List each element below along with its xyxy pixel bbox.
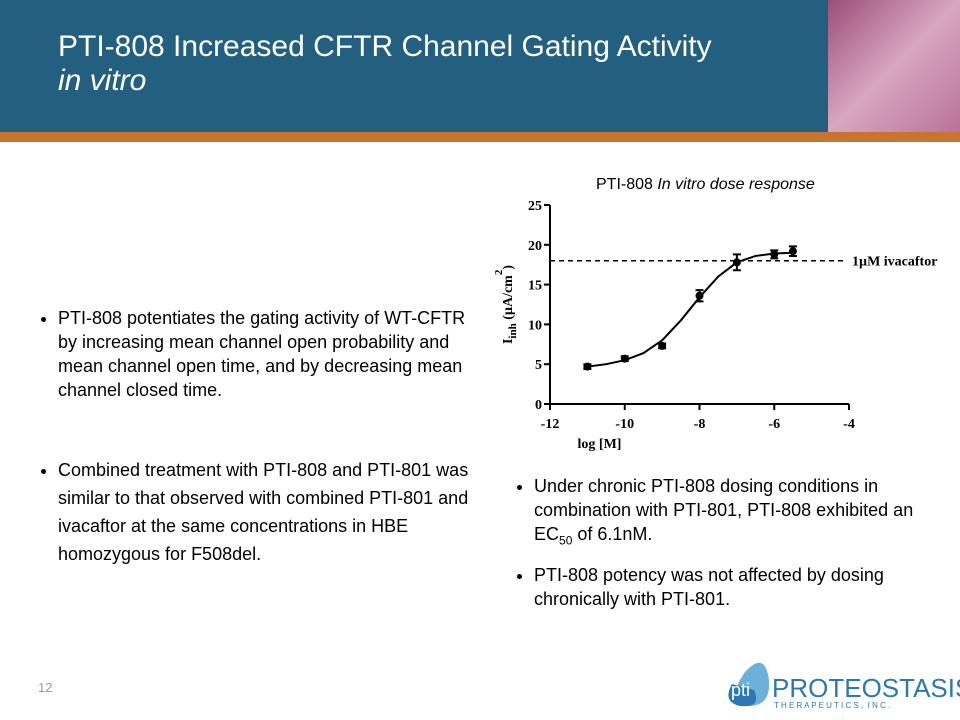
- data-point: [620, 354, 629, 363]
- data-point: [658, 341, 667, 350]
- chart: 0 5 10 15 20 25 -12 -10 -8 -6 -4 log [M] Iinh (µA/cm…: [493, 199, 937, 452]
- bullet: PTI-808 potentiates the gating activity …: [58, 306, 478, 402]
- subscript: 50: [559, 533, 573, 548]
- title: PTI-808 Increased CFTR Channel Gating Ac…: [58, 30, 712, 98]
- title-text: PTI-808 Increased CFTR Channel Gating Ac…: [58, 30, 712, 63]
- title-subtitle: in vitro: [58, 64, 147, 97]
- y-axis-label-part: I: [501, 339, 516, 344]
- bullet: Combined treatment with PTI-808 and PTI-…: [58, 456, 478, 568]
- fit-curve: [587, 251, 793, 368]
- header-image: [828, 0, 960, 132]
- x-tick-label: -8: [694, 417, 706, 432]
- chart-title-text: In vitro dose response: [657, 176, 815, 193]
- y-axis-label-part: 2: [493, 269, 505, 275]
- x-tick-label: -4: [843, 417, 855, 432]
- y-tick-label: 5: [535, 358, 542, 373]
- x-tick-label: -12: [541, 417, 560, 432]
- logo-icon: [728, 662, 770, 707]
- bullet-text: of 6.1nM.: [572, 524, 653, 544]
- right-bullets: Under chronic PTI-808 dosing conditions …: [512, 474, 954, 611]
- logo-mark: pti: [731, 680, 751, 700]
- x-tick-label: -6: [768, 417, 780, 432]
- data-point: [583, 362, 592, 371]
- data-point: [695, 291, 704, 300]
- x-axis-label: log [M]: [578, 437, 622, 452]
- y-tick-label: 15: [528, 279, 542, 294]
- data-point: [732, 258, 741, 267]
- page-number: 12: [38, 680, 53, 695]
- y-tick-label: 20: [528, 239, 542, 254]
- chart-title: PTI-808 In vitro dose response: [596, 176, 815, 194]
- logo-name: PROTEOSTASIS: [772, 673, 960, 703]
- data-point: [770, 250, 779, 259]
- chart-title-text: PTI-808: [596, 176, 658, 193]
- reference-label: 1µM ivacaftor: [852, 255, 937, 270]
- y-tick-label: 25: [528, 199, 542, 214]
- bullet-text: Under chronic PTI-808 dosing conditions …: [534, 476, 914, 544]
- bullet-text: PTI-808 potency was not affected by dosi…: [534, 564, 884, 609]
- y-tick-label: 10: [528, 318, 542, 333]
- data-point: [788, 247, 797, 256]
- logo-tagline: T H E R A P E U T I C S , I N C .: [774, 701, 891, 710]
- left-bullets: PTI-808 potentiates the gating activity …: [36, 306, 478, 568]
- header-rule: [0, 132, 960, 142]
- y-axis-label-part: inh: [507, 323, 519, 338]
- y-axis-label: Iinh (µA/cm2): [493, 265, 519, 344]
- y-tick-label: 0: [535, 398, 542, 413]
- y-axis-label-part: ): [501, 265, 516, 270]
- header-band: [0, 0, 828, 132]
- bullet: PTI-808 potency was not affected by dosi…: [534, 563, 954, 611]
- y-axis-label-part: (µA/cm: [501, 275, 516, 323]
- bullet: Under chronic PTI-808 dosing conditions …: [534, 474, 954, 553]
- x-tick-label: -10: [615, 417, 634, 432]
